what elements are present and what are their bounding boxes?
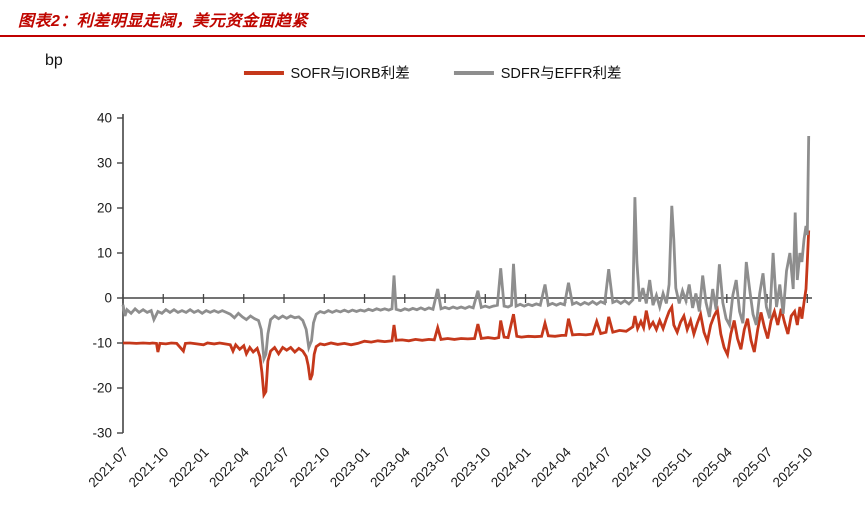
y-axis-tick-label: 20 (97, 201, 112, 216)
x-axis-tick-label: 2023-10 (448, 445, 494, 491)
legend-label: SDFR与EFFR利差 (500, 66, 622, 82)
series-line-0 (123, 230, 811, 400)
x-axis-tick-label: 2025-07 (730, 445, 776, 491)
legend-label: SOFR与IORB利差 (290, 66, 410, 82)
x-axis-tick-label: 2021-10 (126, 445, 172, 491)
x-axis-tick-label: 2022-04 (206, 444, 252, 490)
series-line-1 (121, 135, 811, 365)
x-axis-tick-label: 2024-04 (528, 444, 574, 490)
y-axis-tick-label: 0 (104, 291, 112, 306)
x-axis-tick-label: 2024-01 (488, 445, 534, 491)
x-axis-tick-label: 2023-01 (327, 445, 373, 491)
legend-item-sdfr-effr: SDFR与EFFR利差 (453, 62, 622, 83)
y-axis-tick-label: 40 (97, 111, 112, 126)
chart-legend: SOFR与IORB利差 SDFR与EFFR利差 (243, 62, 622, 83)
legend-line-swatch-gray-icon (453, 70, 494, 75)
x-axis-tick-label: 2025-04 (689, 444, 735, 490)
x-axis-tick-label: 2022-01 (166, 445, 212, 491)
x-axis-tick-label: 2023-07 (408, 445, 454, 491)
y-axis-tick-label: 30 (97, 156, 112, 171)
x-axis-tick-label: 2024-07 (569, 445, 615, 491)
y-axis-tick-label: -30 (92, 426, 112, 441)
x-axis-tick-label: 2022-07 (246, 445, 292, 491)
y-axis-unit-label: bp (45, 52, 63, 69)
x-axis-tick-label: 2023-04 (367, 444, 413, 490)
y-axis-tick-label: -20 (92, 381, 112, 396)
x-axis-tick-label: 2021-07 (85, 445, 131, 491)
legend-item-sofr-iorb: SOFR与IORB利差 (243, 62, 410, 83)
x-axis-tick-label: 2025-01 (649, 445, 695, 491)
legend-line-swatch-red-icon (243, 70, 284, 75)
title-divider (0, 35, 865, 37)
y-axis-tick-label: -10 (92, 336, 112, 351)
x-axis-tick-label: 2024-10 (609, 445, 655, 491)
page-title: 图表2：利差明显走阔，美元资金面趋紧 (18, 13, 308, 30)
y-axis-tick-label: 10 (97, 246, 112, 261)
x-axis-tick-label: 2022-10 (287, 445, 333, 491)
x-axis-tick-label: 2025-10 (770, 445, 816, 491)
